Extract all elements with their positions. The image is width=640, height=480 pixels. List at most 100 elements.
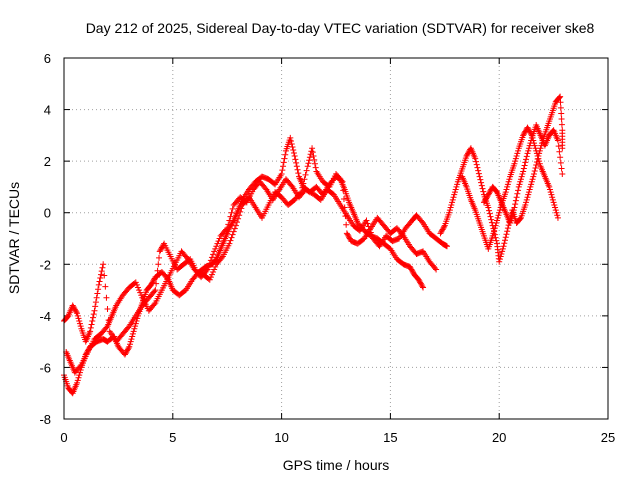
data-point <box>511 204 518 211</box>
y-tick-label: -6 <box>39 360 51 375</box>
data-point <box>215 238 222 245</box>
data-point <box>481 198 488 205</box>
data-point <box>517 176 524 183</box>
data-point <box>262 185 269 192</box>
data-point <box>523 153 530 160</box>
series-track-c <box>63 176 450 376</box>
data-point <box>549 196 556 203</box>
data-point <box>439 226 446 233</box>
data-point <box>512 197 519 204</box>
data-point <box>224 225 231 232</box>
data-point <box>478 182 485 189</box>
data-point <box>452 186 459 193</box>
data-point <box>521 129 528 136</box>
data-point <box>418 218 425 225</box>
y-tick-label: 0 <box>44 206 51 221</box>
data-point <box>203 267 210 274</box>
data-point <box>76 372 83 379</box>
data-point <box>486 210 493 217</box>
data-point <box>419 283 426 290</box>
data-point <box>103 324 110 331</box>
data-point <box>338 177 345 184</box>
data-point <box>517 178 524 185</box>
data-point <box>339 178 346 185</box>
data-point <box>523 156 530 163</box>
data-point <box>89 318 96 325</box>
data-point <box>124 347 131 354</box>
data-point <box>441 223 448 230</box>
data-point <box>475 170 482 177</box>
x-tick-label: 25 <box>601 430 615 445</box>
data-point <box>103 294 110 301</box>
data-point <box>473 161 480 168</box>
data-point <box>532 165 539 172</box>
data-point <box>446 209 453 216</box>
data-point <box>76 318 83 325</box>
data-point <box>490 230 497 237</box>
data-point <box>503 186 510 193</box>
data-point <box>207 257 214 264</box>
data-point <box>531 142 538 149</box>
data-point <box>532 145 539 152</box>
data-point <box>536 160 543 167</box>
data-point <box>288 140 295 147</box>
data-point <box>496 258 503 265</box>
data-point <box>558 165 565 172</box>
data-point <box>525 125 532 132</box>
data-point <box>485 204 492 211</box>
y-tick-label: 4 <box>44 103 51 118</box>
data-point <box>409 267 416 274</box>
data-point <box>480 188 487 195</box>
x-tick-label: 0 <box>60 430 67 445</box>
data-point <box>488 216 495 223</box>
data-point <box>125 324 132 331</box>
data-point <box>472 155 479 162</box>
data-point <box>309 149 316 156</box>
data-point <box>306 157 313 164</box>
data-point <box>506 176 513 183</box>
data-point <box>70 303 77 310</box>
data-point <box>343 221 350 228</box>
data-point <box>98 268 105 275</box>
data-point <box>363 217 370 224</box>
data-point <box>293 159 300 166</box>
data-point <box>415 276 422 283</box>
data-point <box>498 250 505 257</box>
data-point <box>211 248 218 255</box>
x-tick-label: 15 <box>383 430 397 445</box>
data-point <box>437 230 444 237</box>
data-point <box>504 181 511 188</box>
data-point <box>208 271 215 278</box>
data-point <box>97 275 104 282</box>
data-point <box>90 314 97 321</box>
data-point <box>205 263 212 270</box>
x-tick-labels: 0 5 10 15 20 25 <box>60 430 615 445</box>
data-point <box>548 191 555 198</box>
data-point <box>453 183 460 190</box>
data-point <box>74 377 81 384</box>
data-point <box>486 189 493 196</box>
data-point <box>232 222 239 229</box>
data-point <box>486 190 493 197</box>
data-point <box>502 234 509 241</box>
data-point <box>289 143 296 150</box>
data-point <box>206 276 213 283</box>
data-point <box>226 240 233 247</box>
data-point <box>416 278 423 285</box>
data-point <box>511 160 518 167</box>
data-point <box>482 196 489 203</box>
data-point <box>502 189 509 196</box>
data-point <box>279 167 286 174</box>
data-point <box>123 348 130 355</box>
data-point <box>346 234 353 241</box>
data-point <box>501 240 508 247</box>
data-point <box>238 205 245 212</box>
data-point <box>528 137 535 144</box>
data-point <box>128 336 135 343</box>
data-point <box>302 171 309 178</box>
data-point <box>229 220 236 227</box>
data-point <box>549 194 556 201</box>
data-point <box>533 162 540 169</box>
data-point <box>136 287 143 294</box>
